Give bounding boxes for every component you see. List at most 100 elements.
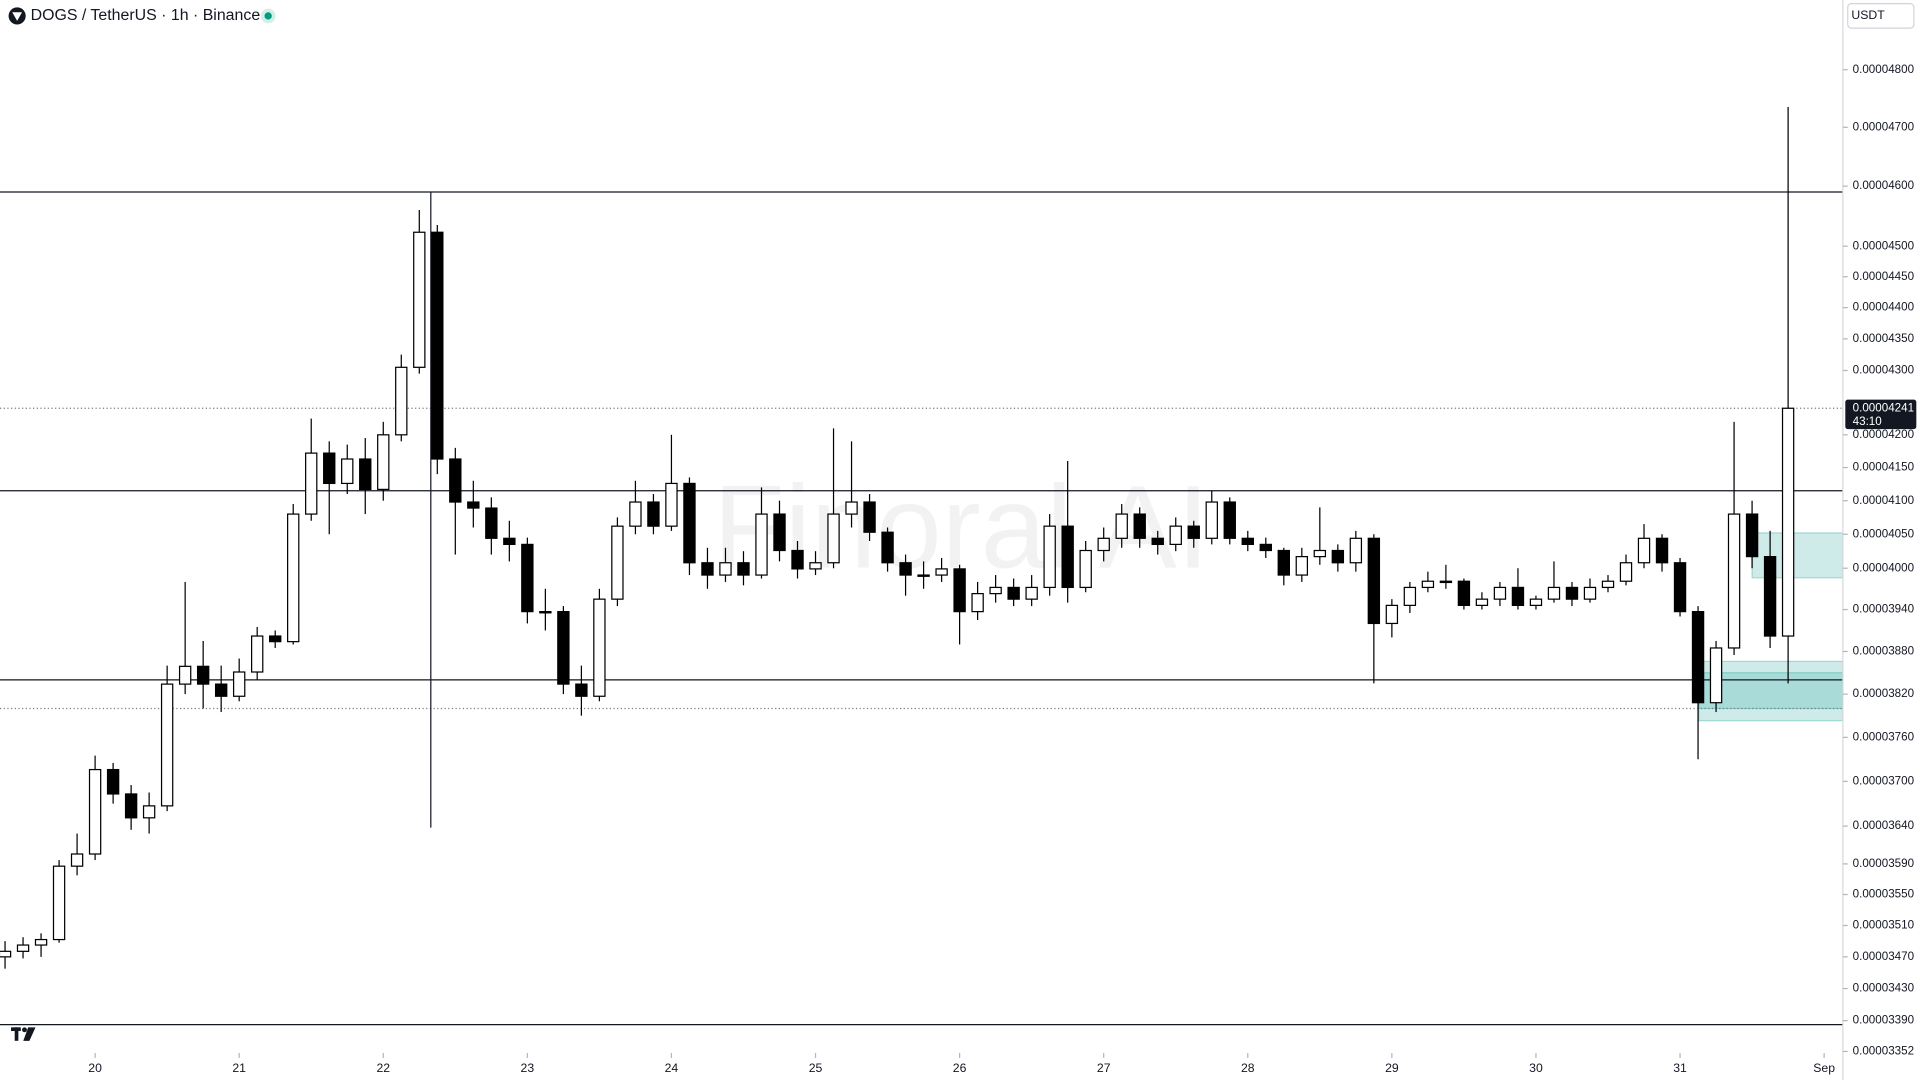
y-tick-label: 0.00003640 — [1853, 819, 1915, 832]
candle-body — [1691, 611, 1705, 704]
candle — [791, 541, 804, 579]
candle-body — [1403, 586, 1417, 606]
candle-body — [232, 671, 246, 697]
currency-button[interactable] — [1847, 3, 1915, 29]
candle — [863, 494, 876, 542]
candle — [1223, 497, 1236, 545]
candle-body — [737, 562, 750, 576]
candle — [539, 588, 552, 631]
candle — [1205, 490, 1218, 545]
candle — [1601, 575, 1615, 593]
candle — [1151, 530, 1164, 555]
candle — [773, 500, 786, 562]
candle — [521, 537, 534, 624]
y-tick-label: 0.00004100 — [1853, 494, 1915, 507]
y-tick-label: 0.00004200 — [1853, 428, 1915, 441]
candle-body — [791, 549, 804, 570]
candle — [557, 606, 570, 695]
candle — [1043, 514, 1056, 596]
candle-body — [1061, 525, 1074, 589]
y-tick-label: 0.00004600 — [1853, 179, 1915, 192]
candle — [971, 581, 984, 620]
candle-body — [1187, 525, 1200, 539]
candle — [935, 557, 948, 582]
currency-label: USDT — [1851, 8, 1885, 22]
candle-body — [1007, 586, 1020, 600]
candle-body — [665, 482, 678, 527]
candle-body — [341, 458, 354, 485]
candle-body — [1619, 562, 1633, 582]
candle-body — [863, 501, 876, 533]
candle-body — [52, 865, 66, 941]
candle — [917, 561, 930, 589]
candle-body — [1547, 586, 1561, 600]
candle-body — [575, 683, 588, 697]
x-tick-label: 22 — [376, 1061, 390, 1075]
candle-body — [323, 452, 336, 485]
candle-body — [34, 938, 48, 946]
candle — [593, 588, 606, 702]
candle — [629, 480, 642, 535]
candle — [142, 792, 156, 834]
candle — [1295, 547, 1309, 582]
candle-body — [1205, 501, 1218, 539]
y-tick-label: 0.00004150 — [1853, 461, 1915, 474]
candle — [395, 354, 408, 442]
candle — [1583, 578, 1597, 603]
x-tick-label: Sep — [1813, 1061, 1835, 1075]
candle-body — [1151, 537, 1164, 546]
candle-body — [719, 562, 732, 576]
candle — [665, 434, 678, 531]
chart-title: DOGS / TetherUS · 1h · Binance — [31, 7, 261, 24]
candle — [0, 941, 12, 969]
candle — [305, 418, 318, 521]
candle-body — [1025, 586, 1038, 600]
candle-body — [1439, 580, 1453, 584]
candle — [1457, 578, 1471, 610]
candle-body — [1529, 598, 1543, 606]
candle-body — [377, 434, 390, 491]
candle-body — [935, 568, 948, 576]
candle-body — [1673, 562, 1687, 613]
candle-body — [809, 562, 822, 570]
candle — [341, 444, 354, 495]
candle — [1565, 581, 1579, 607]
y-tick-label: 0.00003430 — [1853, 982, 1915, 995]
x-tick-label: 28 — [1241, 1061, 1255, 1075]
y-tick-label: 0.00004050 — [1853, 527, 1915, 540]
candle-body — [611, 525, 624, 600]
candle — [377, 421, 390, 501]
candle-body — [16, 944, 30, 952]
candle — [1691, 606, 1705, 760]
x-tick-label: 23 — [521, 1061, 535, 1075]
candle — [503, 520, 516, 562]
candle — [1475, 592, 1489, 610]
candle-body — [1349, 537, 1363, 564]
countdown-label: 43:10 — [1853, 415, 1883, 428]
candle-body — [1169, 525, 1182, 546]
candle-body — [1259, 543, 1272, 552]
candle-body — [1709, 647, 1723, 704]
candle — [1259, 537, 1272, 558]
candle-body — [1079, 549, 1092, 589]
candle-body — [1295, 556, 1309, 576]
candle — [701, 547, 714, 589]
y-tick-label: 0.00003550 — [1853, 888, 1915, 901]
candle-body — [1043, 525, 1056, 589]
candle-body — [359, 458, 372, 491]
x-tick-label: 29 — [1385, 1061, 1399, 1075]
candle — [88, 755, 102, 861]
candle — [1727, 421, 1741, 656]
logo-part — [22, 1027, 27, 1033]
candle — [1025, 575, 1038, 607]
candle-body — [1511, 586, 1525, 606]
candle-body — [1637, 537, 1651, 564]
candle-body — [1421, 580, 1435, 589]
x-tick-label: 24 — [665, 1061, 679, 1075]
candle — [70, 833, 84, 876]
candle-body — [124, 793, 138, 819]
candle — [809, 551, 822, 576]
candle — [34, 933, 48, 957]
y-tick-label: 0.00003390 — [1853, 1014, 1915, 1027]
candle — [467, 480, 480, 528]
